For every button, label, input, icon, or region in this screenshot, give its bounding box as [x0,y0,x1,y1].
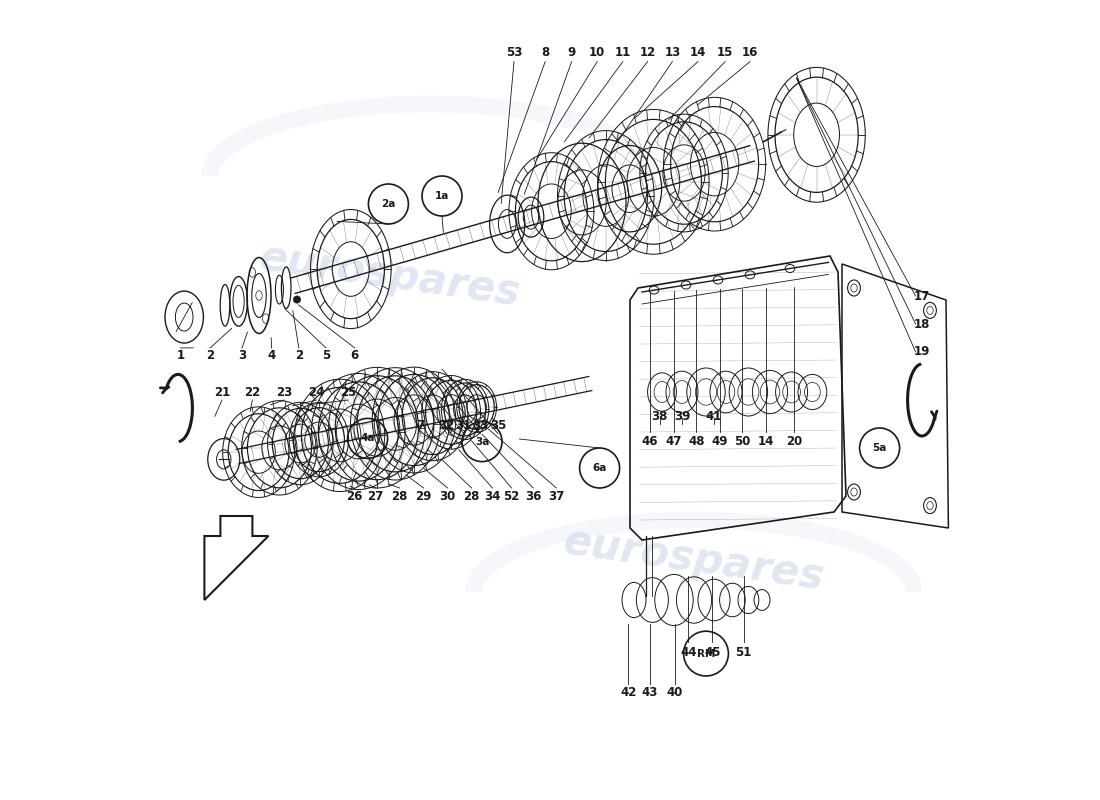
Text: 6: 6 [351,350,359,362]
Text: 51: 51 [736,646,751,658]
Text: 36: 36 [525,490,541,502]
Text: 44: 44 [680,646,696,658]
Text: 7: 7 [416,419,425,432]
Text: 46: 46 [641,435,658,448]
Text: 40: 40 [667,686,683,698]
Text: 11: 11 [615,46,631,58]
Text: 12: 12 [639,46,656,58]
Text: 21: 21 [213,386,230,398]
Text: 53: 53 [506,46,522,58]
Text: 38: 38 [651,410,668,422]
Text: 14: 14 [690,46,706,58]
Text: 45: 45 [704,646,720,658]
Text: 5: 5 [322,350,330,362]
Text: 23: 23 [276,386,293,398]
Text: 42: 42 [620,686,637,698]
Text: 10: 10 [590,46,605,58]
Text: 16: 16 [741,46,758,58]
Text: 2: 2 [206,350,214,362]
Text: 17: 17 [914,290,931,302]
Text: eurospares: eurospares [256,237,524,315]
Polygon shape [205,516,268,600]
Text: 6a: 6a [593,463,607,473]
Text: 24: 24 [308,386,324,398]
Text: 5a: 5a [872,443,887,453]
Text: 39: 39 [674,410,690,422]
Text: 27: 27 [367,490,384,502]
Text: 48: 48 [689,435,705,448]
Text: 13: 13 [664,46,681,58]
Text: 37: 37 [548,490,564,502]
Text: 28: 28 [392,490,408,502]
Text: 34: 34 [484,490,500,502]
Text: 52: 52 [504,490,520,502]
Text: 2a: 2a [382,199,396,209]
Text: 33: 33 [472,419,488,432]
Text: 26: 26 [345,490,362,502]
Text: eurospares: eurospares [561,521,827,599]
Text: 18: 18 [914,318,931,330]
Text: 20: 20 [785,435,802,448]
Text: 4: 4 [267,350,276,362]
Text: 29: 29 [416,490,432,502]
Text: 9: 9 [568,46,575,58]
Text: 14: 14 [758,435,774,448]
Text: 1: 1 [176,350,185,362]
Text: 22: 22 [244,386,261,398]
Text: 47: 47 [666,435,682,448]
Ellipse shape [294,296,300,303]
Text: RM: RM [696,649,715,658]
Text: 3a: 3a [475,437,490,446]
Text: 35: 35 [490,419,506,432]
Text: 25: 25 [340,386,356,398]
Text: 43: 43 [641,686,658,698]
Text: 19: 19 [914,346,931,358]
Text: 49: 49 [712,435,728,448]
Text: 31: 31 [455,419,472,432]
Text: 50: 50 [734,435,750,448]
Text: 15: 15 [717,46,734,58]
Text: 1a: 1a [434,191,449,201]
Text: 4a: 4a [361,434,375,443]
Text: 32: 32 [439,419,455,432]
Text: 3: 3 [238,350,246,362]
Text: 28: 28 [463,490,480,502]
Text: 2: 2 [295,350,302,362]
Text: 8: 8 [541,46,549,58]
Text: 41: 41 [706,410,723,422]
Text: 30: 30 [440,490,455,502]
